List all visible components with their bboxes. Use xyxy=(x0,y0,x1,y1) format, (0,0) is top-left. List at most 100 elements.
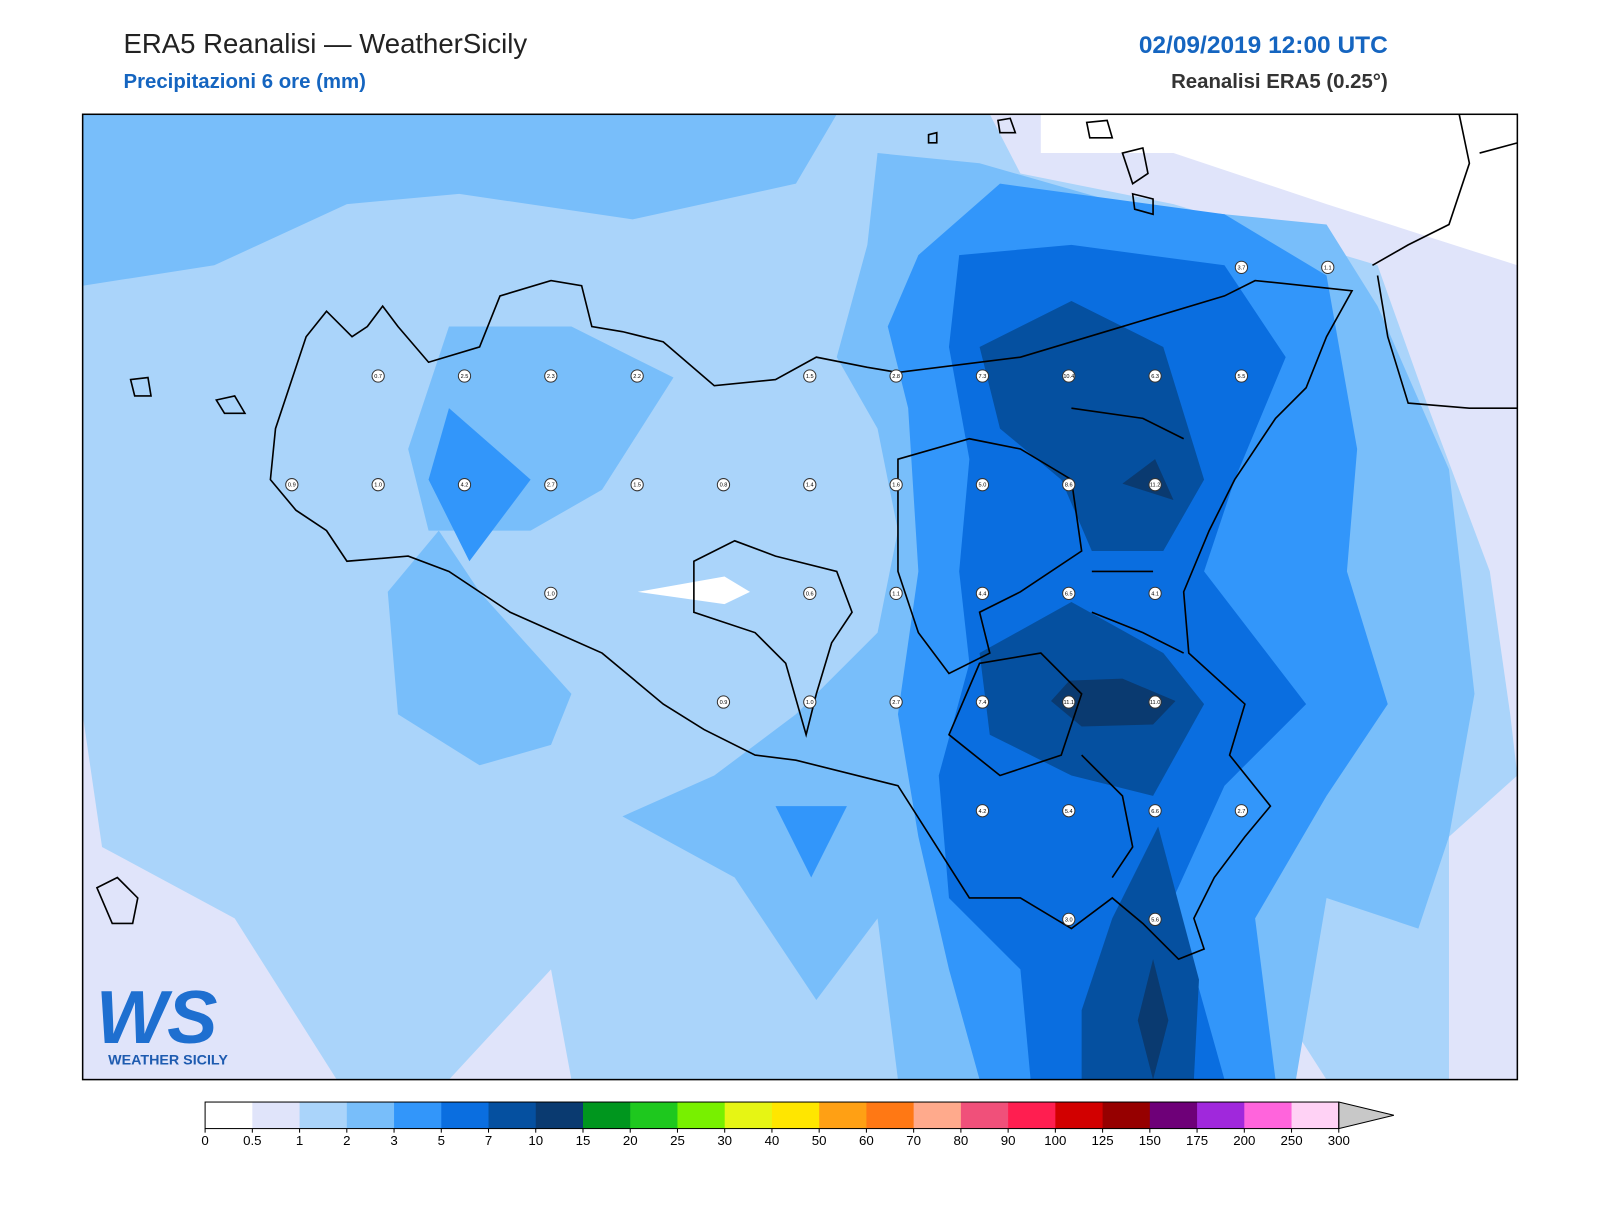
station-value: 0.8 xyxy=(720,483,728,489)
source: Reanalisi ERA5 (0.25°) xyxy=(1171,71,1388,93)
station-marker xyxy=(630,478,644,492)
logo-letters: WS xyxy=(96,976,218,1060)
colorbar-label: 25 xyxy=(670,1133,685,1148)
station-marker xyxy=(1148,586,1162,600)
colorbar-label: 60 xyxy=(859,1133,874,1148)
station-marker xyxy=(371,478,385,492)
colorbar-label: 125 xyxy=(1092,1133,1114,1148)
colorbar-extend xyxy=(1338,1101,1394,1130)
station-marker xyxy=(803,586,817,600)
colorbar-bin xyxy=(677,1102,726,1129)
station-value: 5.0 xyxy=(979,483,987,489)
station-marker xyxy=(544,369,558,383)
station-value: 5.6 xyxy=(1151,917,1159,923)
colorbar-label: 80 xyxy=(954,1133,969,1148)
station-marker xyxy=(1234,804,1249,818)
station-marker xyxy=(803,695,817,709)
station-value: 1.5 xyxy=(633,483,641,489)
colorbar-label: 2 xyxy=(343,1133,350,1148)
station-marker xyxy=(716,478,731,492)
station-marker xyxy=(371,369,385,383)
station-value: 11.2 xyxy=(1150,483,1161,489)
station-marker xyxy=(1148,695,1162,709)
colorbar-bin xyxy=(819,1102,867,1129)
colorbar-bin xyxy=(441,1102,490,1129)
station-value: 1.1 xyxy=(1324,265,1332,271)
station-value: 4.4 xyxy=(979,591,987,597)
title: ERA5 Reanalisi — WeatherSicily xyxy=(123,28,527,59)
station-marker xyxy=(975,695,990,709)
station-marker xyxy=(285,478,299,492)
colorbar-bin xyxy=(394,1102,442,1129)
colorbar-label: 30 xyxy=(717,1133,732,1148)
station-value: 8.6 xyxy=(1065,483,1073,489)
colorbar-bin xyxy=(1244,1102,1293,1129)
station-value: 1.0 xyxy=(806,700,814,706)
map-frame xyxy=(81,113,1519,1081)
colorbar-label: 175 xyxy=(1186,1133,1208,1148)
colorbar-bin xyxy=(346,1102,395,1129)
station-marker xyxy=(1062,369,1076,383)
station-value: 0.6 xyxy=(806,591,814,597)
station-marker xyxy=(1062,695,1076,709)
station-marker xyxy=(1148,804,1162,818)
station-marker xyxy=(1234,369,1249,383)
station-value: 1.6 xyxy=(892,483,900,489)
station-marker xyxy=(1062,912,1076,927)
colorbar-label: 10 xyxy=(528,1133,543,1148)
station-marker xyxy=(1062,478,1076,492)
station-value: 2.2 xyxy=(633,374,641,380)
station-value: 11.1 xyxy=(1064,700,1075,706)
colorbar-label: 15 xyxy=(576,1133,591,1148)
logo: WS WEATHER SICILY xyxy=(96,976,228,1068)
colorbar-label: 5 xyxy=(438,1133,445,1148)
station-marker xyxy=(1148,369,1162,383)
colorbar-label: 70 xyxy=(906,1133,921,1148)
subtitle: Precipitazioni 6 ore (mm) xyxy=(123,71,365,93)
colorbar-label: 50 xyxy=(812,1133,827,1148)
station-value: 4.1 xyxy=(1151,591,1159,597)
colorbar-label: 7 xyxy=(485,1133,492,1148)
station-value: 1.4 xyxy=(806,483,814,489)
colorbar-label: 90 xyxy=(1001,1133,1016,1148)
colorbar-label: 300 xyxy=(1328,1133,1350,1148)
colorbar-bin xyxy=(960,1102,1009,1129)
station-marker xyxy=(975,369,990,383)
station-value: 0.9 xyxy=(720,700,728,706)
station-value: 4.2 xyxy=(979,809,987,815)
station-value: 3.0 xyxy=(1065,917,1073,923)
precip-field xyxy=(82,114,1518,1080)
station-value: 1.5 xyxy=(806,374,814,380)
station-marker xyxy=(889,586,903,600)
station-marker xyxy=(457,478,472,492)
colorbar: 0 0.5 1 2 3 5 7 10 15 20 25 30 40 50 60 70 80 90 100 125 150… xyxy=(201,1101,1394,1148)
station-marker xyxy=(975,478,990,492)
station-value: 6.5 xyxy=(1065,591,1073,597)
station-marker xyxy=(975,804,990,818)
station-value: 2.7 xyxy=(892,700,900,706)
station-value: 2.7 xyxy=(547,483,555,489)
colorbar-bin xyxy=(866,1102,915,1129)
station-value: 1.0 xyxy=(547,591,555,597)
station-marker xyxy=(1062,804,1076,818)
station-marker xyxy=(803,369,817,383)
stations: 3.7 1.1 0.7 2.5 2.3 2.2 1.5 2.8 7.3 10.4 6.3 5.5 0.9… xyxy=(285,260,1335,927)
colorbar-bin xyxy=(1149,1102,1198,1129)
station-value: 5.5 xyxy=(1238,374,1246,380)
station-marker xyxy=(457,369,472,383)
station-marker xyxy=(1234,260,1249,274)
station-value: 6.3 xyxy=(1151,374,1159,380)
station-marker xyxy=(889,695,903,709)
station-marker xyxy=(889,369,903,383)
colorbar-bin xyxy=(488,1102,537,1129)
colorbar-bin xyxy=(913,1102,962,1129)
station-marker xyxy=(975,586,990,600)
station-marker xyxy=(630,369,644,383)
station-marker xyxy=(544,586,558,600)
logo-name: WEATHER SICILY xyxy=(108,1052,228,1068)
colorbar-bin xyxy=(630,1102,678,1129)
station-value: 2.3 xyxy=(547,374,555,380)
colorbar-bin xyxy=(771,1102,820,1129)
colorbar-label: 0.5 xyxy=(243,1133,261,1148)
